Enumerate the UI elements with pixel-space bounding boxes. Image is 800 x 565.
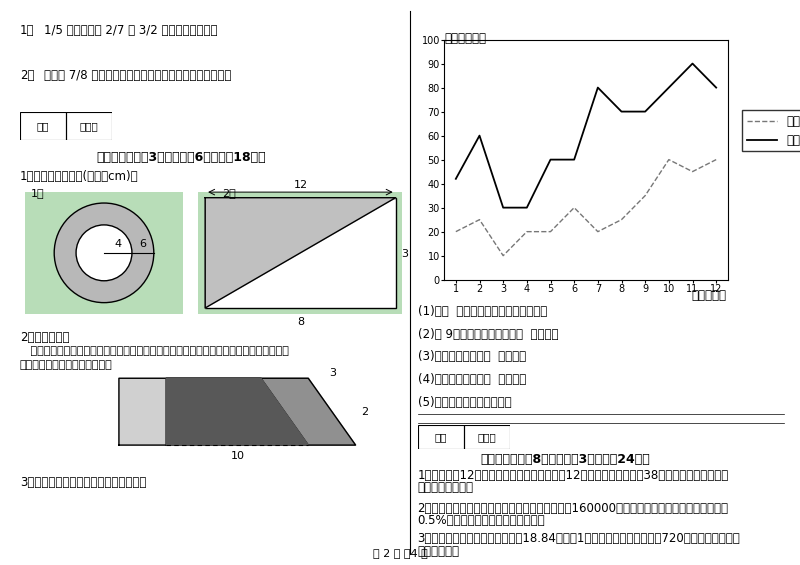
Polygon shape [166,379,356,445]
Text: 甲数的 7/8 和乙数相等，甲数和乙数的比的比值是多少？: 甲数的 7/8 和乙数相等，甲数和乙数的比的比值是多少？ [44,69,231,82]
Text: 得分: 得分 [37,121,50,131]
Text: 月份（月）: 月份（月） [691,289,726,302]
Text: 10: 10 [231,451,246,461]
Text: (3)、全年实际收入（  ）万元。: (3)、全年实际收入（ ）万元。 [418,350,526,363]
Polygon shape [119,379,308,445]
Text: (2)、 9月份收入和支出相差（  ）万元。: (2)、 9月份收入和支出相差（ ）万元。 [418,328,558,341]
Text: 的宽是多少厘米？: 的宽是多少厘米？ [418,481,474,494]
Bar [418,425,464,449]
Text: 得分: 得分 [434,432,447,442]
Text: 2、: 2、 [20,69,34,82]
Bar [20,112,66,140]
Text: 重多少千克？: 重多少千克？ [418,545,459,558]
Polygon shape [205,198,395,308]
Text: 五、综合题（共3小题，每题6分，共膇18分）: 五、综合题（共3小题，每题6分，共膇18分） [96,151,266,164]
Text: 六、应用题（共8小题，每题3分，共膇24分）: 六、应用题（共8小题，每题3分，共膇24分） [480,453,650,466]
Text: 如图是由两个相同的直角梯形重叠而成的，图中只标出三个数据（单位：厘米），图中阴: 如图是由两个相同的直角梯形重叠而成的，图中只标出三个数据（单位：厘米），图中阴 [20,346,289,356]
Text: 2: 2 [362,407,369,418]
Text: 评卷人: 评卷人 [80,121,98,131]
Text: 3、请根据下面的统计图回答下列问题。: 3、请根据下面的统计图回答下列问题。 [20,476,146,489]
Circle shape [76,225,132,281]
Text: 1、求阴影部分面积(单位：cm)。: 1、求阴影部分面积(单位：cm)。 [20,170,138,182]
Text: 2、小康家投保了「家庭财产保险」，保险金额为160000元，保险期限为三年，按年保险费率: 2、小康家投保了「家庭财产保险」，保险金额为160000元，保险期限为三年，按年… [418,502,729,515]
Text: 2、图形计算。: 2、图形计算。 [20,331,70,344]
Text: 0.5%计算，共需缴纳保险费多少元？: 0.5%计算，共需缴纳保险费多少元？ [418,514,546,527]
Text: 3: 3 [401,249,408,259]
Text: 1、: 1、 [20,24,34,37]
Text: 影部分的面积是多少平方厘米？: 影部分的面积是多少平方厘米？ [20,360,113,370]
Text: 8: 8 [297,318,304,327]
Text: 评卷人: 评卷人 [478,432,496,442]
Text: 3: 3 [330,368,336,379]
Text: 1、一个长为12厘米的长方形的面积比边长是12厘米的正方形面积少38平方厘米，这个长方形: 1、一个长为12厘米的长方形的面积比边长是12厘米的正方形面积少38平方厘米，这… [418,469,729,482]
Text: 1、: 1、 [30,188,44,198]
Polygon shape [166,379,308,445]
Bar [66,112,112,140]
Text: 6: 6 [139,238,146,249]
Text: (1)、（  ）月份收入和支出相差最小。: (1)、（ ）月份收入和支出相差最小。 [418,305,547,318]
Text: (5)、你还获得了哪些信息？: (5)、你还获得了哪些信息？ [418,396,511,408]
Bar [464,425,510,449]
Text: 3、一个圆锥形小麦堆，底周长为18.84米，高1米，如果每立方米小麦重720千克，这堆小麦约: 3、一个圆锥形小麦堆，底周长为18.84米，高1米，如果每立方米小麦重720千克… [418,532,740,545]
Text: 全额（万元）: 全额（万元） [444,32,486,45]
Text: 12: 12 [294,180,307,190]
Text: 2、: 2、 [222,188,236,198]
Text: 1/5 的倒数减去 2/7 与 3/2 的积，差是多少？: 1/5 的倒数减去 2/7 与 3/2 的积，差是多少？ [44,24,218,37]
Text: (4)、平均每月支出（  ）万元。: (4)、平均每月支出（ ）万元。 [418,373,526,386]
Legend: 支出, 收入: 支出, 收入 [742,110,800,151]
Text: 4: 4 [114,238,122,249]
Text: 第 2 页 兲4 页: 第 2 页 兲4 页 [373,548,427,558]
Circle shape [54,203,154,303]
